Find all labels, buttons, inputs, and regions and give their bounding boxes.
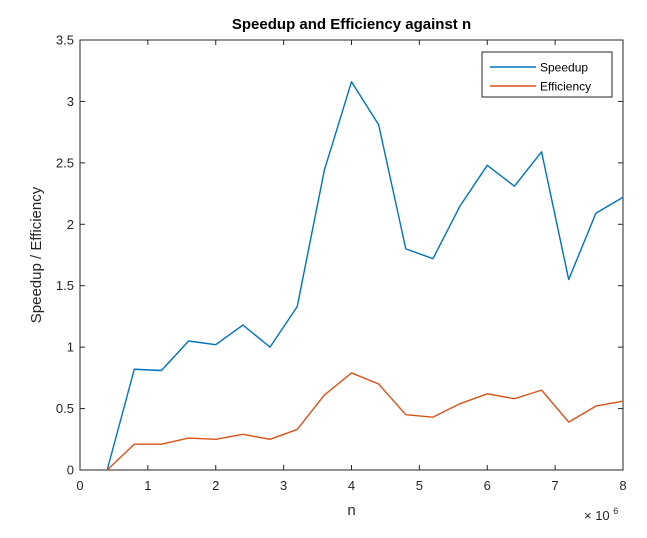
x-multiplier-base: × 10 xyxy=(584,508,610,523)
x-tick-label: 0 xyxy=(76,478,83,493)
y-axis-label: Speedup / Efficiency xyxy=(28,186,45,323)
x-tick-label: 3 xyxy=(280,478,287,493)
x-tick-label: 6 xyxy=(484,478,491,493)
x-tick-label: 2 xyxy=(212,478,219,493)
x-tick-label: 7 xyxy=(552,478,559,493)
x-axis-label: n xyxy=(347,502,355,519)
series-line-efficiency xyxy=(106,372,624,471)
y-tick-label: 3.5 xyxy=(56,33,74,48)
y-tick-label: 3 xyxy=(67,94,74,109)
legend-label-speedup: Speedup xyxy=(540,61,588,75)
series-layer xyxy=(106,81,624,471)
axis-ticks-layer: 0 1 2 3 4 5 6 7 8 0 0.5 1 1.5 2 2.5 3 3.5 xyxy=(56,33,627,494)
x-tick-label: 8 xyxy=(619,478,626,493)
series-line-speedup xyxy=(106,81,624,471)
x-tick-label: 1 xyxy=(144,478,151,493)
y-tick-label: 0 xyxy=(67,463,74,478)
x-tick-label: 4 xyxy=(348,478,355,493)
legend-box xyxy=(481,51,613,98)
legend: Speedup Efficiency xyxy=(481,51,613,98)
plot-area xyxy=(79,39,624,471)
y-tick-label: 1 xyxy=(67,340,74,355)
x-multiplier-exponent: 6 xyxy=(613,506,618,516)
y-tick-label: 2.5 xyxy=(56,155,74,170)
x-tick-label: 5 xyxy=(416,478,423,493)
y-tick-label: 1.5 xyxy=(56,278,74,293)
legend-label-efficiency: Efficiency xyxy=(540,80,591,94)
chart-title: Speedup and Efficiency against n xyxy=(232,16,471,33)
y-tick-label: 2 xyxy=(67,217,74,232)
y-tick-label: 0.5 xyxy=(56,401,74,416)
x-axis-multiplier: × 10 6 xyxy=(584,506,618,523)
